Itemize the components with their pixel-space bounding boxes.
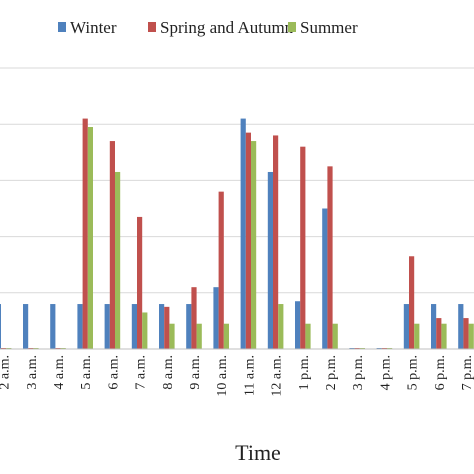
bar: [0, 304, 1, 349]
bar: [77, 304, 83, 349]
bars: [0, 118, 474, 349]
bar: [218, 191, 224, 349]
bar: [164, 306, 170, 349]
legend-label: Summer: [300, 18, 358, 37]
bar: [409, 256, 415, 349]
bar: [305, 323, 311, 349]
bar: [273, 135, 279, 349]
legend-label: Winter: [70, 18, 117, 37]
x-tick-label: 11 a.m.: [242, 355, 257, 396]
legend-swatch: [148, 22, 156, 32]
bar: [104, 304, 110, 349]
bar: [322, 208, 328, 349]
x-tick-label: 2 a.m.: [0, 355, 13, 390]
bar: [278, 304, 284, 349]
bar: [441, 323, 447, 349]
x-tick-label: 9 a.m.: [188, 355, 203, 390]
bar: [332, 323, 338, 349]
bar: [403, 304, 409, 349]
x-tick-label: 4 p.m.: [378, 355, 393, 390]
x-tick-label: 6 p.m.: [433, 355, 448, 390]
x-tick-label: 2 p.m.: [324, 355, 339, 390]
legend-swatch: [288, 22, 296, 32]
bar: [431, 304, 437, 349]
bar: [109, 141, 115, 349]
bar: [414, 323, 420, 349]
bar: [458, 304, 464, 349]
gridlines: [0, 67, 474, 294]
bar: [213, 287, 219, 349]
bar: [159, 304, 165, 349]
x-tick-label: 10 a.m.: [215, 355, 230, 397]
x-tick-label: 6 a.m.: [106, 355, 121, 390]
bar: [327, 166, 333, 349]
bar: [468, 323, 474, 349]
bar: [240, 118, 246, 349]
bar: [82, 118, 88, 349]
bar: [300, 146, 306, 349]
bar: [251, 141, 257, 349]
bar: [169, 323, 175, 349]
bar: [87, 127, 93, 349]
bar: [245, 132, 251, 349]
x-tick-label: 5 p.m.: [406, 355, 421, 390]
x-axis-title: Time: [235, 440, 281, 465]
bar: [142, 312, 148, 349]
bar: [50, 304, 56, 349]
x-tick-labels: 2 a.m. 3 a.m. 4 a.m. 5 a.m. 6 a.m. 7 a.m. 8 a.…: [0, 355, 474, 397]
bar: [463, 318, 469, 349]
legend-swatch: [58, 22, 66, 32]
bar: [186, 304, 192, 349]
x-tick-label: 12 a.m.: [270, 355, 285, 397]
x-tick-label: 5 a.m.: [79, 355, 94, 390]
x-tick-label: 7 p.m.: [460, 355, 474, 390]
x-tick-label: 8 a.m.: [161, 355, 176, 390]
bar: [191, 287, 197, 349]
x-tick-label: 1 p.m.: [297, 355, 312, 390]
bar: [196, 323, 202, 349]
x-tick-label: 4 a.m.: [52, 355, 67, 390]
bar: [223, 323, 229, 349]
legend-label: Spring and Autumn: [160, 18, 294, 37]
bar: [131, 304, 137, 349]
bar: [137, 216, 143, 349]
legend: Winter Spring and Autumn Summer: [58, 18, 358, 37]
bar: [295, 301, 301, 349]
x-tick-label: 7 a.m.: [134, 355, 149, 390]
bar: [23, 304, 29, 349]
bar: [267, 171, 273, 349]
x-tick-label: 3 p.m.: [351, 355, 366, 390]
bar: [436, 318, 442, 349]
x-tick-label: 3 a.m.: [25, 355, 40, 390]
bar: [115, 171, 121, 349]
